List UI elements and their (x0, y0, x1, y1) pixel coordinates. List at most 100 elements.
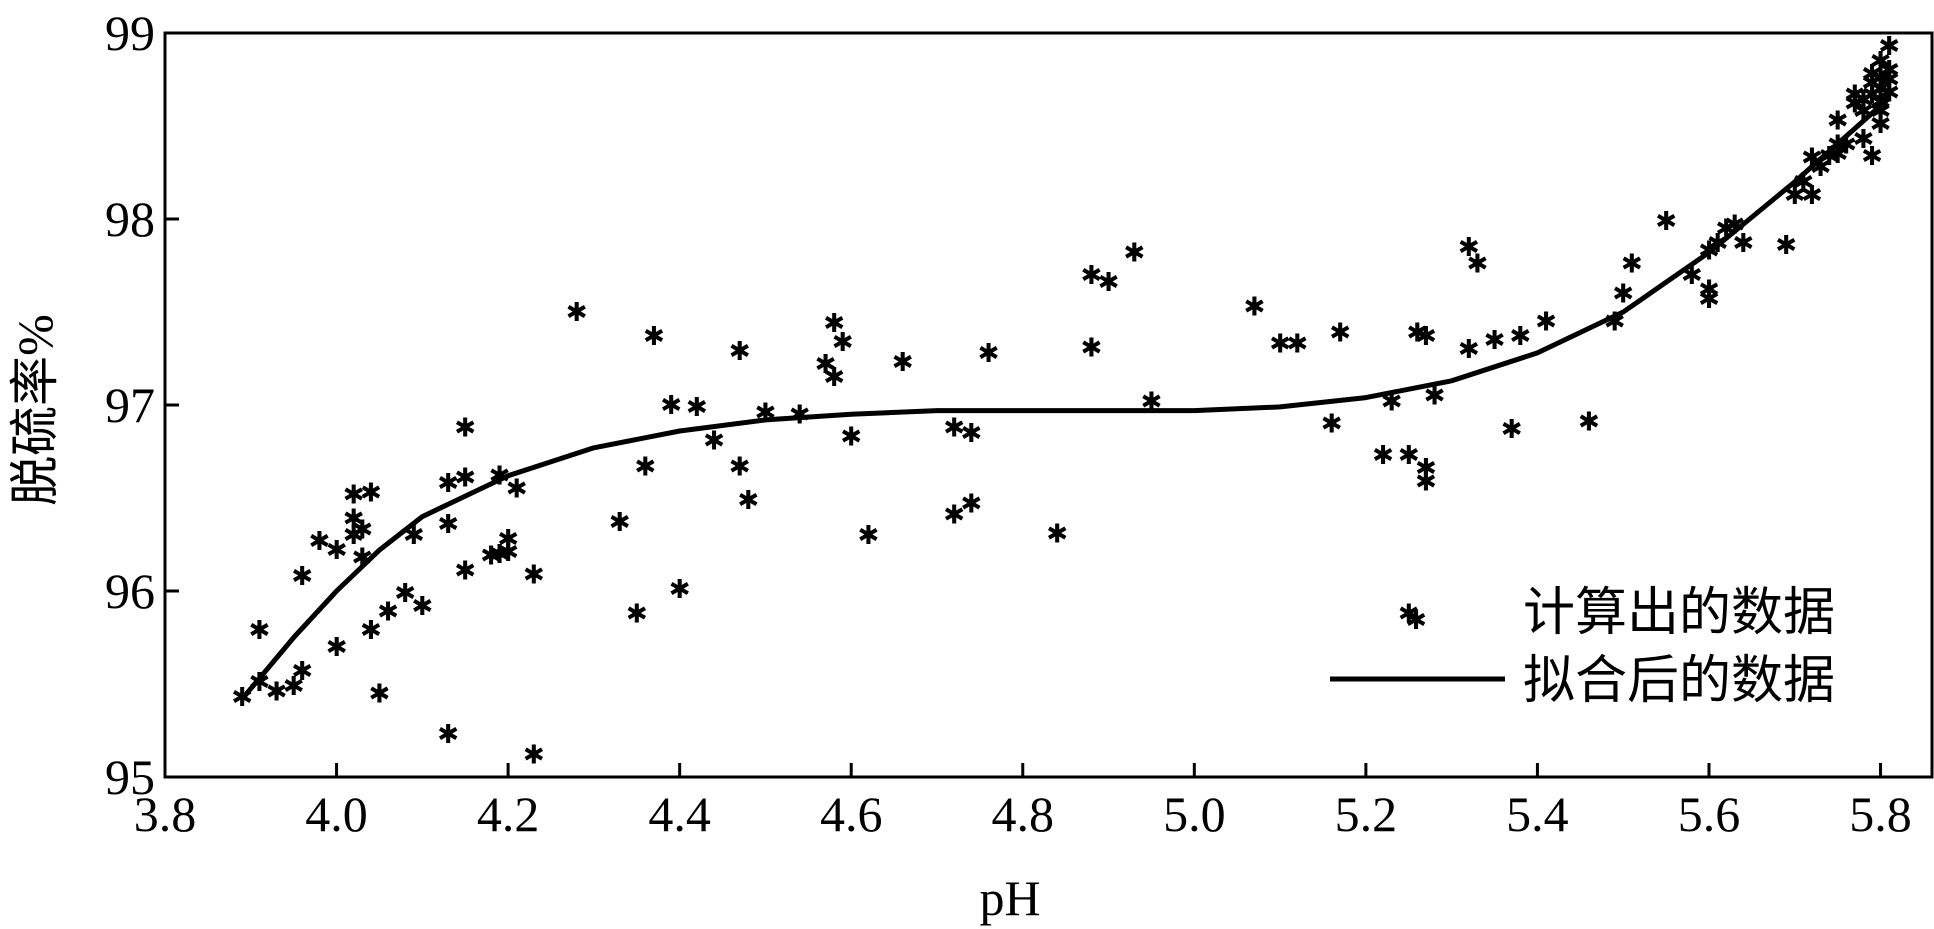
scatter-point: ✱ (960, 419, 982, 449)
scatter-point: ✱ (437, 510, 459, 540)
scatter-point: ✱ (1458, 335, 1480, 365)
legend-scatter-label: 计算出的数据 (1523, 583, 1835, 643)
fit-line (240, 96, 1891, 701)
scatter-point: ✱ (823, 363, 845, 393)
scatter-point: ✱ (686, 393, 708, 423)
scatter-point: ✱ (343, 505, 365, 535)
scatter-point: ✱ (1612, 279, 1634, 309)
scatter-point: ✱ (978, 339, 1000, 369)
scatter-point: ✱ (755, 398, 777, 428)
scatter-point: ✱ (369, 679, 391, 709)
scatter-point: ✱ (789, 400, 811, 430)
scatter-point: ✱ (1458, 233, 1480, 263)
scatter-point: ✱ (669, 575, 691, 605)
scatter-point: ✱ (351, 516, 373, 546)
scatter-point: ✱ (1801, 181, 1823, 211)
y-tick-label: 96 (105, 563, 155, 619)
x-tick-label: 5.2 (1335, 786, 1398, 842)
scatter-point: ✱ (1870, 110, 1892, 140)
scatter-point: ✱ (1870, 47, 1892, 77)
scatter-point: ✱ (326, 633, 348, 663)
scatter-point: ✱ (1381, 387, 1403, 417)
scatter-point: ✱ (634, 452, 656, 482)
scatter-point: ✱ (266, 677, 288, 707)
legend-line-label: 拟合后的数据 (1523, 651, 1835, 711)
scatter-point: ✱ (1698, 285, 1720, 315)
scatter-point: ✱ (506, 475, 528, 505)
scatter-point: ✱ (1098, 268, 1120, 298)
scatter-point: ✱ (1827, 106, 1849, 136)
scatter-point: ✱ (1424, 382, 1446, 412)
fit-line-layer (240, 96, 1891, 701)
scatter-point: ✱ (1775, 231, 1797, 261)
scatter-point: ✱ (1372, 441, 1394, 471)
scatter-point: ✱ (1853, 125, 1875, 155)
scatter-point: ✱ (943, 413, 965, 443)
x-tick-label: 4.0 (305, 786, 368, 842)
scatter-point: ✱ (1724, 211, 1746, 241)
scatter-point: ✱ (1870, 97, 1892, 127)
scatter-point: ✱ (1141, 387, 1163, 417)
scatter-point: ✱ (1853, 97, 1875, 127)
scatter-point: ✱ (1861, 142, 1883, 172)
scatter-point: ✱ (729, 337, 751, 367)
scatter-point: ✱ (1878, 66, 1900, 96)
scatter-point: ✱ (1398, 599, 1420, 629)
legend-scatter-marker: ✱ (1405, 606, 1427, 636)
scatter-point: ✱ (823, 309, 845, 339)
scatter-point: ✱ (1244, 292, 1266, 322)
scatter-point: ✱ (454, 413, 476, 443)
scatter-point: ✱ (1467, 250, 1489, 280)
y-tick-label: 99 (105, 5, 155, 61)
scatter-point: ✱ (403, 521, 425, 551)
scatter-point: ✱ (1698, 276, 1720, 306)
scatter-point: ✱ (1792, 168, 1814, 198)
scatter-point: ✱ (1698, 237, 1720, 267)
scatter-point: ✱ (454, 557, 476, 587)
scatter-point: ✱ (231, 683, 253, 713)
scatter-point: ✱ (1707, 229, 1729, 259)
scatter-point: ✱ (1818, 142, 1840, 172)
x-tick-label: 3.8 (134, 786, 197, 842)
y-tick-label: 98 (105, 191, 155, 247)
scatter-point: ✱ (1681, 261, 1703, 291)
scatter-point: ✱ (960, 490, 982, 520)
scatter-point: ✱ (943, 501, 965, 531)
scatter-point: ✱ (1810, 153, 1832, 183)
scatter-point: ✱ (1329, 319, 1351, 349)
x-tick-label: 5.0 (1163, 786, 1226, 842)
scatter-point: ✱ (1415, 454, 1437, 484)
scatter-point: ✱ (1321, 410, 1343, 440)
scatter-point: ✱ (1861, 80, 1883, 110)
scatter-point: ✱ (1415, 467, 1437, 497)
scatter-point: ✱ (1535, 307, 1557, 337)
scatter-point: ✱ (1655, 207, 1677, 237)
scatter-point: ✱ (566, 298, 588, 328)
scatter-point: ✱ (626, 599, 648, 629)
scatter-point: ✱ (249, 616, 271, 646)
scatter-point: ✱ (283, 672, 305, 702)
x-tick-label: 5.4 (1506, 786, 1569, 842)
scatter-point: ✱ (309, 527, 331, 557)
scatter-point: ✱ (343, 521, 365, 551)
scatter-point: ✱ (497, 525, 519, 555)
scatter-point: ✱ (1870, 64, 1892, 94)
x-tick-label: 4.8 (992, 786, 1055, 842)
scatter-point: ✱ (892, 348, 914, 378)
scatter-point: ✱ (1621, 250, 1643, 280)
scatter-point: ✱ (1509, 322, 1531, 352)
scatter-point: ✱ (454, 464, 476, 494)
scatter-point: ✱ (480, 542, 502, 572)
scatter-point: ✱ (1861, 69, 1883, 99)
scatter-point: ✱ (291, 562, 313, 592)
scatter-point: ✱ (1732, 229, 1754, 259)
scatter-point: ✱ (1870, 75, 1892, 105)
scatter-point: ✱ (1861, 60, 1883, 90)
scatter-point: ✱ (1844, 90, 1866, 120)
scatter-point: ✱ (523, 741, 545, 771)
scatter-point: ✱ (1286, 330, 1308, 360)
scatter-point: ✱ (1081, 261, 1103, 291)
scatter-point: ✱ (377, 598, 399, 628)
scatter-point: ✱ (1398, 441, 1420, 471)
